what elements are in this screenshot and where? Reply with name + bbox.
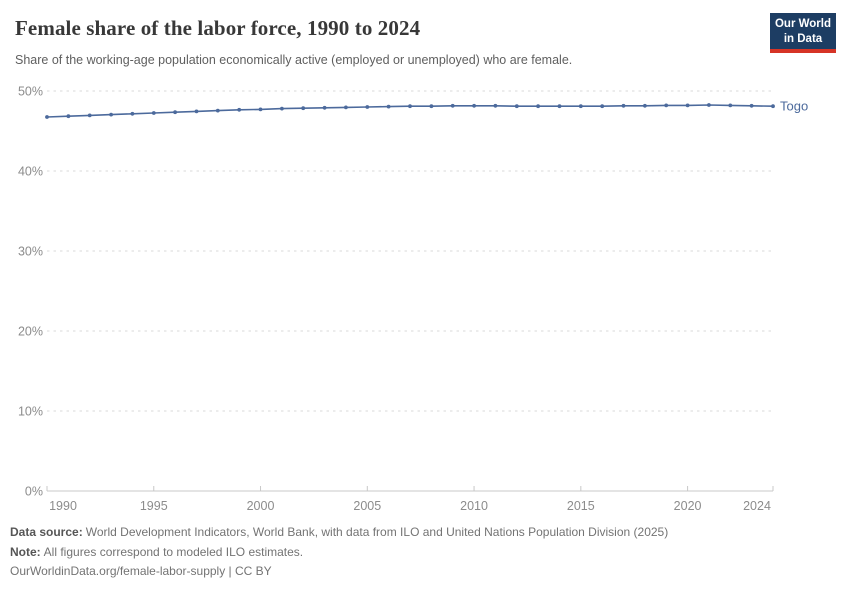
note-line: Note: All figures correspond to modeled I… [10,543,668,563]
y-axis-label: 40% [18,165,43,179]
data-point[interactable] [493,103,498,108]
data-point[interactable] [685,103,690,108]
data-point[interactable] [600,104,605,109]
data-point[interactable] [707,103,711,107]
license-line: OurWorldinData.org/female-labor-supply |… [10,564,272,578]
data-point[interactable] [194,109,199,114]
data-point[interactable] [215,108,220,113]
owid-logo-line1: Our World [774,18,831,30]
data-point[interactable] [322,105,327,110]
x-axis-label: 2010 [460,499,488,513]
y-axis-label: 50% [18,85,43,99]
data-point[interactable] [408,104,412,109]
chart-footer: Data source: World Development Indicators… [10,523,668,582]
data-point[interactable] [109,112,113,117]
data-point[interactable] [643,103,647,108]
note-label: Note: [10,544,41,559]
y-axis-label: 10% [18,405,43,419]
data-point[interactable] [130,111,135,116]
note-text: All figures correspond to modeled ILO es… [43,544,304,559]
data-point[interactable] [301,106,306,111]
data-point[interactable] [365,105,370,109]
owid-logo[interactable]: Our World in Data [770,13,836,53]
data-point[interactable] [728,103,733,108]
x-axis-label: 2015 [567,499,595,513]
data-point[interactable] [664,103,669,108]
data-point[interactable] [450,103,455,108]
data-point[interactable] [237,107,242,112]
x-axis-label: 1995 [140,499,168,513]
data-point[interactable] [578,104,583,109]
y-axis-label: 20% [18,325,43,339]
data-point[interactable] [173,110,178,115]
data-point[interactable] [151,111,156,115]
data-point[interactable] [258,107,263,112]
data-point[interactable] [472,103,476,108]
data-source-text: World Development Indicators, World Bank… [85,525,669,539]
data-point[interactable] [45,115,49,119]
chart-subtitle: Share of the working-age population econ… [15,53,573,67]
data-point[interactable] [621,103,626,108]
series-label[interactable]: Togo [780,99,808,114]
data-point[interactable] [344,105,348,110]
data-point[interactable] [557,104,562,109]
x-axis-label: 2024 [743,499,771,513]
data-point[interactable] [429,104,434,109]
data-source-label: Data source: [10,525,83,539]
data-point[interactable] [749,103,754,108]
data-point[interactable] [87,113,92,118]
data-point[interactable] [280,106,284,111]
data-point[interactable] [771,104,775,109]
x-axis-label: 1990 [49,499,77,513]
chart-title: Female share of the labor force, 1990 to… [15,16,421,40]
y-axis-label: 0% [25,485,43,499]
data-point[interactable] [66,114,71,119]
data-point[interactable] [386,104,391,109]
data-point[interactable] [536,104,540,109]
x-axis-label: 2020 [674,499,702,513]
owid-logo-line2: in Data [783,32,823,45]
y-axis-label: 30% [18,245,43,259]
data-source-line: Data source: World Development Indicators… [10,523,668,543]
x-axis-label: 2005 [353,499,381,513]
x-axis-label: 2000 [247,499,275,513]
data-point[interactable] [514,104,519,109]
